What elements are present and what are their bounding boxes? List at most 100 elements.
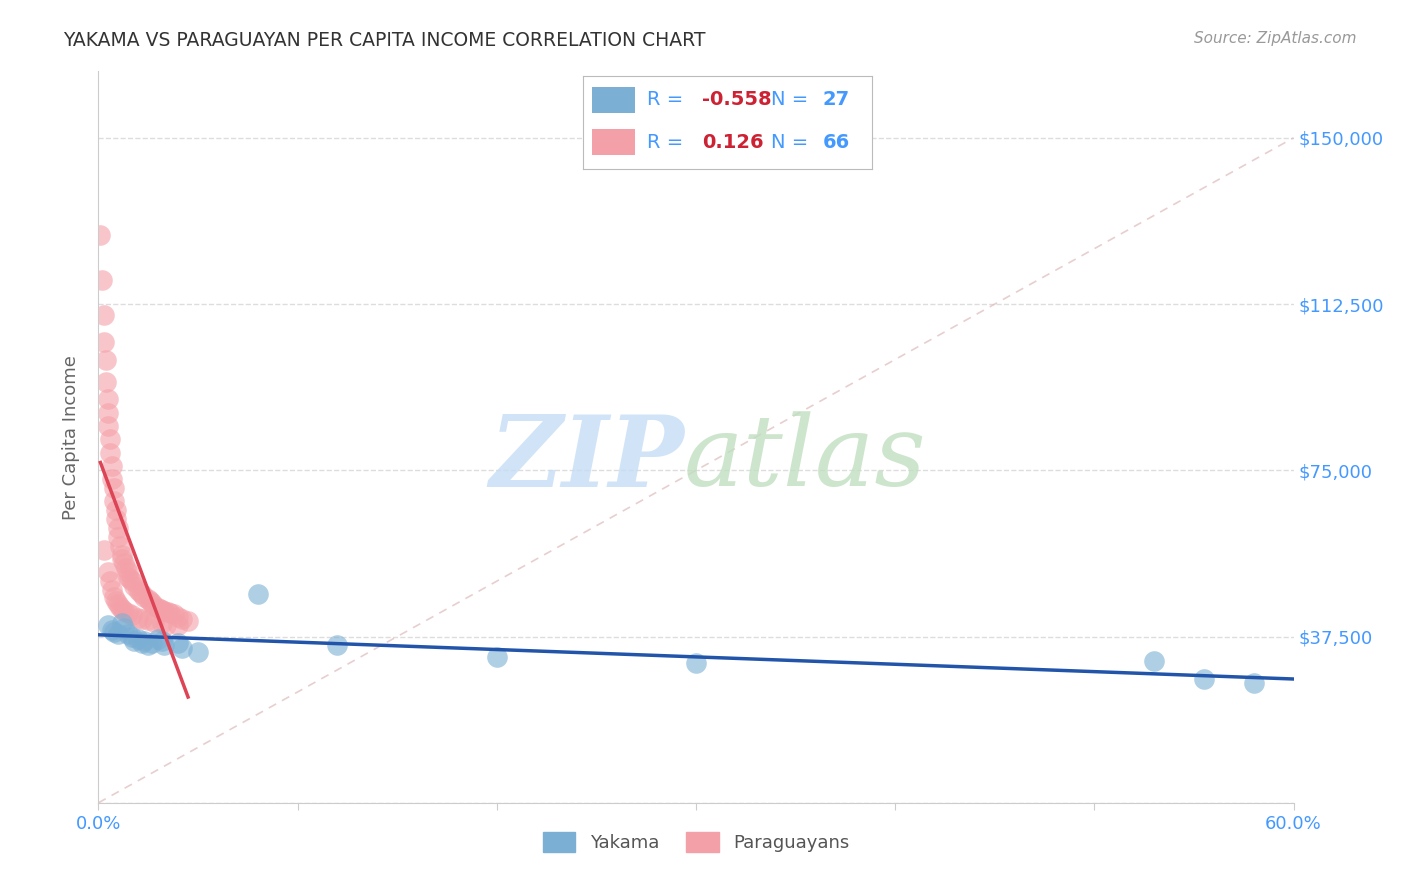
- Point: [103, 590, 125, 604]
- Text: R =: R =: [647, 133, 689, 152]
- Point: [127, 582, 149, 597]
- Point: [157, 605, 180, 619]
- Point: [129, 585, 152, 599]
- Point: [141, 596, 163, 610]
- Text: N =: N =: [770, 90, 814, 109]
- Point: [101, 458, 124, 473]
- Point: [120, 572, 142, 586]
- Text: 0.126: 0.126: [702, 133, 763, 152]
- Point: [143, 615, 166, 629]
- Point: [326, 639, 349, 653]
- Point: [111, 602, 134, 616]
- Point: [134, 590, 156, 604]
- Point: [105, 512, 128, 526]
- Text: N =: N =: [770, 133, 814, 152]
- Point: [112, 557, 135, 571]
- Text: 27: 27: [823, 90, 849, 109]
- Point: [107, 597, 129, 611]
- Point: [127, 610, 149, 624]
- Legend: Yakama, Paraguayans: Yakama, Paraguayans: [536, 825, 856, 860]
- Point: [103, 481, 125, 495]
- Point: [1143, 654, 1166, 668]
- Point: [139, 594, 162, 608]
- Point: [110, 599, 132, 614]
- Point: [107, 521, 129, 535]
- Point: [155, 617, 177, 632]
- Point: [101, 582, 124, 597]
- Bar: [592, 87, 636, 113]
- Point: [131, 587, 153, 601]
- Point: [134, 634, 156, 648]
- Text: R =: R =: [647, 90, 689, 109]
- Point: [117, 627, 139, 641]
- Point: [91, 273, 114, 287]
- Point: [1192, 672, 1215, 686]
- Point: [136, 591, 159, 606]
- Point: [685, 656, 707, 670]
- Point: [148, 632, 170, 646]
- Text: -0.558: -0.558: [702, 90, 772, 109]
- Text: 66: 66: [823, 133, 851, 152]
- Text: YAKAMA VS PARAGUAYAN PER CAPITA INCOME CORRELATION CHART: YAKAMA VS PARAGUAYAN PER CAPITA INCOME C…: [63, 31, 706, 50]
- Point: [117, 570, 139, 584]
- Point: [96, 352, 118, 367]
- Point: [96, 375, 118, 389]
- Point: [148, 600, 170, 615]
- Point: [110, 539, 132, 553]
- Bar: [592, 129, 636, 155]
- Point: [103, 494, 125, 508]
- Point: [115, 561, 138, 575]
- Point: [172, 612, 194, 626]
- Point: [93, 334, 115, 349]
- Point: [167, 609, 190, 624]
- Point: [89, 228, 111, 243]
- Point: [101, 623, 124, 637]
- Point: [167, 636, 190, 650]
- Point: [97, 392, 120, 407]
- Point: [97, 419, 120, 434]
- Point: [124, 634, 146, 648]
- Point: [105, 594, 128, 608]
- Point: [107, 627, 129, 641]
- Text: ZIP: ZIP: [489, 411, 685, 508]
- Point: [121, 630, 143, 644]
- Point: [131, 636, 153, 650]
- Point: [150, 616, 173, 631]
- Y-axis label: Per Capita Income: Per Capita Income: [62, 355, 80, 519]
- Point: [112, 604, 135, 618]
- Point: [127, 632, 149, 646]
- Point: [124, 578, 146, 592]
- Point: [93, 308, 115, 322]
- Point: [117, 566, 139, 580]
- Point: [121, 608, 143, 623]
- Point: [97, 566, 120, 580]
- Point: [153, 639, 176, 653]
- Point: [131, 612, 153, 626]
- Point: [136, 613, 159, 627]
- Point: [163, 607, 186, 622]
- Point: [143, 599, 166, 613]
- Text: Source: ZipAtlas.com: Source: ZipAtlas.com: [1194, 31, 1357, 46]
- Point: [103, 625, 125, 640]
- Point: [117, 606, 139, 620]
- Point: [153, 604, 176, 618]
- Point: [1243, 676, 1265, 690]
- Point: [98, 574, 122, 589]
- Point: [98, 445, 122, 459]
- Point: [93, 543, 115, 558]
- Point: [121, 574, 143, 589]
- Point: [141, 636, 163, 650]
- Point: [136, 639, 159, 653]
- Point: [111, 616, 134, 631]
- Point: [111, 548, 134, 562]
- Text: atlas: atlas: [685, 411, 927, 507]
- Point: [101, 472, 124, 486]
- Point: [159, 606, 181, 620]
- Point: [97, 618, 120, 632]
- Point: [149, 602, 172, 616]
- Point: [150, 603, 173, 617]
- Point: [187, 645, 209, 659]
- Point: [150, 634, 173, 648]
- Point: [97, 406, 120, 420]
- Point: [172, 640, 194, 655]
